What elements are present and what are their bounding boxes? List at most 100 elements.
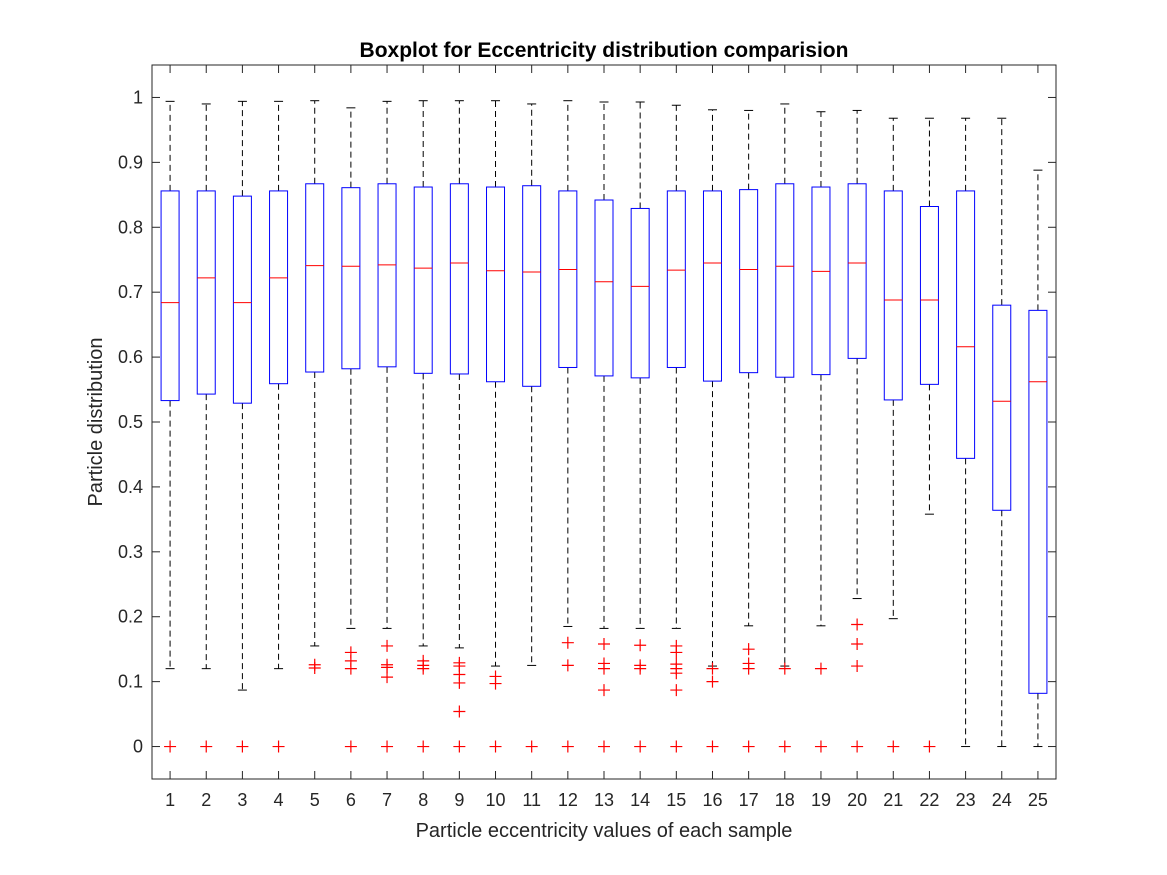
outlier-marker <box>814 662 827 675</box>
outlier-marker <box>706 675 719 688</box>
outlier-marker <box>706 662 719 675</box>
outlier-marker <box>598 740 610 753</box>
box <box>1028 309 1048 694</box>
outlier-marker <box>453 740 466 753</box>
y-tick-label: 1 <box>133 87 143 107</box>
outlier-marker <box>164 740 177 753</box>
outlier-marker <box>670 740 683 753</box>
y-tick-label: 0.4 <box>118 477 143 497</box>
box <box>992 304 1012 511</box>
x-tick-label: 17 <box>739 790 759 810</box>
outlier-marker <box>381 639 394 652</box>
box <box>702 190 722 382</box>
outlier-marker <box>308 658 321 671</box>
outlier-marker <box>561 636 574 649</box>
outlier-marker <box>489 670 502 683</box>
chart-title: Boxplot for Eccentricity distribution co… <box>360 39 849 62</box>
x-tick-label: 3 <box>237 790 247 810</box>
x-tick-label: 23 <box>956 790 976 810</box>
x-tick-label: 20 <box>847 790 867 810</box>
y-tick-label: 0 <box>133 737 143 757</box>
y-tick-label: 0.5 <box>118 412 143 432</box>
box <box>811 186 831 376</box>
x-tick-label: 4 <box>274 790 284 810</box>
box <box>522 185 542 387</box>
outlier-marker <box>453 656 466 669</box>
x-tick-label: 1 <box>165 790 175 810</box>
box <box>377 183 397 368</box>
box <box>847 183 867 359</box>
outlier-marker <box>489 740 502 753</box>
box <box>341 187 361 370</box>
outlier-marker <box>814 740 827 753</box>
outlier-marker <box>598 637 610 650</box>
outlier-marker <box>634 639 647 652</box>
box <box>666 190 686 368</box>
box <box>775 183 795 378</box>
x-tick-label: 25 <box>1028 790 1048 810</box>
x-tick-label: 13 <box>594 790 614 810</box>
x-tick-label: 15 <box>666 790 686 810</box>
outlier-marker <box>670 639 683 652</box>
x-tick-label: 6 <box>346 790 356 810</box>
box <box>160 190 180 402</box>
outlier-marker <box>561 659 574 672</box>
y-tick-label: 0.8 <box>118 217 143 237</box>
x-tick-label: 24 <box>992 790 1012 810</box>
box <box>196 190 216 395</box>
x-tick-label: 16 <box>702 790 722 810</box>
x-tick-label: 18 <box>775 790 795 810</box>
box <box>232 195 252 404</box>
outlier-marker <box>598 684 610 697</box>
outlier-marker <box>778 662 791 675</box>
outlier-marker <box>417 740 430 753</box>
y-tick-label: 0.3 <box>118 542 143 562</box>
box <box>594 199 614 377</box>
outlier-marker <box>670 658 683 671</box>
outlier-marker <box>887 740 900 753</box>
x-tick-label: 2 <box>201 790 211 810</box>
x-tick-label: 8 <box>418 790 428 810</box>
x-tick-label: 9 <box>454 790 464 810</box>
outlier-marker <box>200 740 213 753</box>
y-tick-label: 0.6 <box>118 347 143 367</box>
y-tick-label: 0.9 <box>118 152 143 172</box>
outlier-marker <box>851 618 864 631</box>
outlier-marker <box>778 740 791 753</box>
y-tick-label: 0.7 <box>118 282 143 302</box>
box <box>269 190 289 385</box>
outlier-marker <box>670 684 683 697</box>
x-tick-label: 7 <box>382 790 392 810</box>
x-tick-label: 19 <box>811 790 831 810</box>
x-tick-label: 22 <box>919 790 939 810</box>
outlier-marker <box>706 740 719 753</box>
x-tick-label: 21 <box>883 790 903 810</box>
box <box>449 183 469 375</box>
outlier-marker <box>851 740 864 753</box>
x-tick-label: 10 <box>486 790 506 810</box>
x-tick-label: 14 <box>630 790 650 810</box>
y-tick-label: 0.1 <box>118 672 143 692</box>
axes-frame <box>151 64 1057 780</box>
outlier-marker <box>236 740 249 753</box>
box <box>486 186 506 383</box>
outlier-marker <box>417 654 430 667</box>
x-tick-label: 12 <box>558 790 578 810</box>
y-axis-label: Particle distribution <box>85 338 107 507</box>
outlier-marker <box>525 740 538 753</box>
outlier-marker <box>742 740 755 753</box>
outlier-marker <box>344 740 357 753</box>
outlier-marker <box>634 659 647 672</box>
box <box>919 206 939 385</box>
outlier-marker <box>381 658 394 671</box>
outlier-marker <box>344 646 357 659</box>
box <box>413 186 433 374</box>
outlier-marker <box>272 740 285 753</box>
box <box>956 190 976 459</box>
box <box>739 189 759 374</box>
outlier-marker <box>851 637 864 650</box>
box <box>630 207 650 379</box>
box <box>305 183 325 373</box>
outlier-marker <box>453 705 466 718</box>
